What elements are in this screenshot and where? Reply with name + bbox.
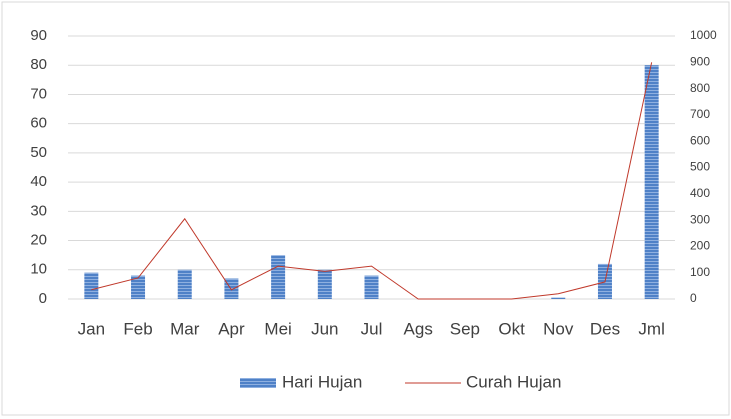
- y2-tick-label: 400: [690, 186, 710, 200]
- bar: [551, 297, 566, 299]
- y2-tick-label: 600: [690, 133, 710, 147]
- bar: [644, 65, 659, 299]
- y2-tick-label: 800: [690, 81, 710, 95]
- y2-tick-label: 900: [690, 54, 710, 68]
- y-tick-label: 10: [30, 261, 47, 278]
- bar: [131, 275, 146, 299]
- x-tick-label: Jun: [311, 319, 338, 338]
- x-tick-label: Sep: [450, 319, 480, 338]
- x-tick-label: Jan: [78, 319, 105, 338]
- x-tick-label: Jul: [361, 319, 383, 338]
- y-tick-label: 30: [30, 202, 47, 219]
- y-tick-label: 80: [30, 56, 47, 73]
- y-tick-label: 20: [30, 232, 47, 249]
- legend-label: Hari Hujan: [282, 372, 362, 391]
- legend-swatch: [240, 378, 276, 388]
- line: [91, 62, 653, 300]
- y2-tick-label: 0: [690, 291, 697, 305]
- y2-tick-label: 200: [690, 239, 710, 253]
- bar: [317, 269, 332, 299]
- y-tick-label: 0: [39, 290, 47, 307]
- y-tick-label: 50: [30, 144, 47, 161]
- y-tick-label: 70: [30, 85, 47, 102]
- x-tick-label: Feb: [123, 319, 152, 338]
- y-tick-label: 60: [30, 115, 47, 132]
- x-tick-label: Mar: [170, 319, 200, 338]
- y2-tick-label: 100: [690, 265, 710, 279]
- x-tick-label: Des: [590, 319, 620, 338]
- y-tick-label: 90: [30, 27, 47, 44]
- x-tick-label: Okt: [498, 319, 525, 338]
- x-tick-label: Mei: [264, 319, 291, 338]
- x-tick-label: Ags: [404, 319, 433, 338]
- y2-tick-label: 500: [690, 160, 710, 174]
- x-tick-label: Jml: [638, 319, 664, 338]
- x-tick-label: Nov: [543, 319, 574, 338]
- y2-tick-label: 700: [690, 107, 710, 121]
- legend-label: Curah Hujan: [466, 372, 561, 391]
- bar: [271, 255, 286, 299]
- bar: [177, 269, 192, 299]
- y-tick-label: 40: [30, 173, 47, 190]
- y2-tick-label: 1000: [690, 28, 717, 42]
- bar: [84, 272, 99, 299]
- y2-tick-label: 300: [690, 212, 710, 226]
- bar: [364, 275, 379, 299]
- x-tick-label: Apr: [218, 319, 245, 338]
